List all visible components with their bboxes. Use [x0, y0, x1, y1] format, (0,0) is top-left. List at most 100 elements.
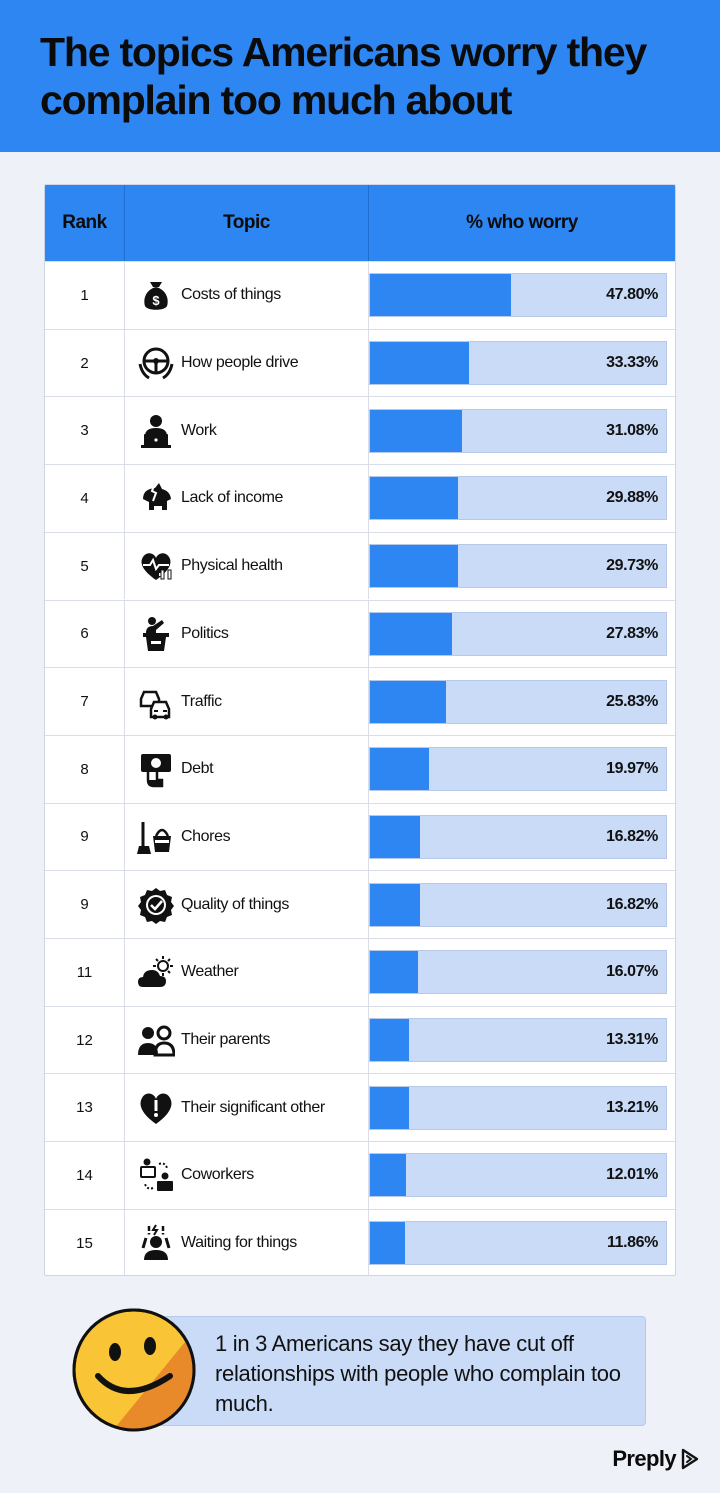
bar-value-label: 29.88% — [606, 489, 658, 507]
heart-dumbbell-icon — [135, 545, 177, 587]
bar-track: 12.01% — [369, 1153, 667, 1198]
rank-cell: 5 — [45, 532, 125, 600]
topic-cell: How people drive — [125, 329, 369, 397]
bar-value-label: 12.01% — [606, 1166, 658, 1184]
bar-value-label: 13.21% — [606, 1098, 658, 1116]
bar-track: 13.21% — [369, 1085, 667, 1130]
bar-track: 47.80% — [369, 273, 667, 318]
bar-cell: 29.88% — [369, 465, 675, 532]
bar-value-label: 27.83% — [606, 624, 658, 642]
topic-cell: Traffic — [125, 668, 369, 735]
topic-cell: Weather — [125, 939, 369, 1006]
bar-cell: 16.82% — [369, 804, 675, 871]
topic-label: Weather — [181, 963, 239, 981]
cars-icon — [135, 681, 177, 723]
two-people-icon — [135, 1019, 177, 1061]
bar-value-label: 25.83% — [606, 692, 658, 710]
bar-track: 19.97% — [369, 747, 667, 792]
smiley-face-icon — [72, 1308, 196, 1432]
person-laptop-icon — [135, 410, 177, 452]
bar-cell: 13.31% — [369, 1007, 675, 1074]
rank-cell: 6 — [45, 600, 125, 668]
bar-cell: 16.82% — [369, 871, 675, 938]
table-row: 5 Physical health 29.73% — [45, 531, 675, 600]
rank-cell: 12 — [45, 1006, 125, 1074]
topic-cell: Their significant other — [125, 1074, 369, 1142]
bar-value-label: 16.07% — [606, 963, 658, 981]
bar-track: 33.33% — [369, 341, 667, 386]
bar-cell: 47.80% — [369, 262, 675, 329]
rank-cell: 8 — [45, 735, 125, 803]
table-row: 9 Chores 16.82% — [45, 802, 675, 871]
topic-label: Coworkers — [181, 1166, 254, 1184]
bar-fill — [370, 748, 430, 791]
topic-label: Debt — [181, 760, 214, 778]
bar-track: 11.86% — [369, 1221, 667, 1266]
topic-label: Traffic — [181, 692, 222, 710]
topic-cell: Their parents — [125, 1006, 369, 1074]
topic-cell: Lack of income — [125, 465, 369, 532]
bar-fill — [370, 815, 420, 858]
bar-fill — [370, 477, 459, 520]
topic-cell: Chores — [125, 803, 369, 871]
header-rank: Rank — [45, 185, 125, 261]
table-row: 6 Politics 27.83% — [45, 599, 675, 668]
topic-label: How people drive — [181, 354, 299, 372]
callout-box: 1 in 3 Americans say they have cut off r… — [120, 1316, 646, 1426]
rank-cell: 7 — [45, 668, 125, 735]
svg-text:$: $ — [152, 293, 160, 308]
broken-piggy-bank-icon — [135, 477, 177, 519]
rank-cell: 9 — [45, 871, 125, 938]
rank-cell: 13 — [45, 1074, 125, 1142]
bar-track: 29.88% — [369, 476, 667, 521]
table-row: 14 Coworkers 12.01% — [45, 1141, 675, 1209]
bar-fill — [370, 409, 462, 452]
table-row: 11 Weather 16.07% — [45, 938, 675, 1006]
bar-value-label: 29.73% — [606, 557, 658, 575]
bar-fill — [370, 1086, 410, 1129]
header-pct: % who worry — [466, 212, 578, 233]
preply-logo-icon — [681, 1448, 699, 1470]
rank-cell: 2 — [45, 329, 125, 397]
bar-track: 25.83% — [369, 679, 667, 724]
rank-cell: 14 — [45, 1142, 125, 1209]
table-row: 12 Their parents 13.31% — [45, 1005, 675, 1074]
topic-cell: Work — [125, 397, 369, 465]
topic-cell: Coworkers — [125, 1142, 369, 1209]
hand-banknote-icon — [135, 748, 177, 790]
bar-cell: 25.83% — [369, 668, 675, 735]
bar-track: 27.83% — [369, 611, 667, 656]
bar-cell: 33.33% — [369, 330, 675, 397]
rank-cell: 9 — [45, 803, 125, 871]
bar-fill — [370, 545, 458, 588]
bar-fill — [370, 342, 469, 385]
bar-value-label: 16.82% — [606, 895, 658, 913]
bar-cell: 16.07% — [369, 939, 675, 1006]
table-row: 13 Their significant other 13.21% — [45, 1073, 675, 1142]
bar-value-label: 47.80% — [606, 286, 658, 304]
bar-track: 31.08% — [369, 408, 667, 453]
topic-cell: Waiting for things — [125, 1209, 369, 1275]
table-row: 1 $ Costs of things 47.80% — [45, 261, 675, 329]
topic-cell: Debt — [125, 735, 369, 803]
topic-cell: Quality of things — [125, 871, 369, 938]
bar-cell: 31.08% — [369, 397, 675, 464]
bar-track: 16.82% — [369, 814, 667, 859]
bar-fill — [370, 612, 453, 655]
topic-cell: Physical health — [125, 532, 369, 600]
mop-bucket-icon — [135, 816, 177, 858]
bar-fill — [370, 680, 447, 723]
bar-value-label: 33.33% — [606, 354, 658, 372]
bar-value-label: 13.31% — [606, 1031, 658, 1049]
bar-cell: 13.21% — [369, 1074, 675, 1141]
heart-alert-icon — [135, 1087, 177, 1129]
rank-cell: 3 — [45, 397, 125, 465]
bar-cell: 29.73% — [369, 533, 675, 600]
topic-label: Quality of things — [181, 895, 289, 913]
bar-track: 16.07% — [369, 950, 667, 995]
topic-label: Their significant other — [181, 1098, 325, 1116]
bar-fill — [370, 1222, 406, 1265]
bar-fill — [370, 883, 420, 926]
brand-logo: Preply — [612, 1446, 702, 1472]
bar-fill — [370, 274, 512, 317]
